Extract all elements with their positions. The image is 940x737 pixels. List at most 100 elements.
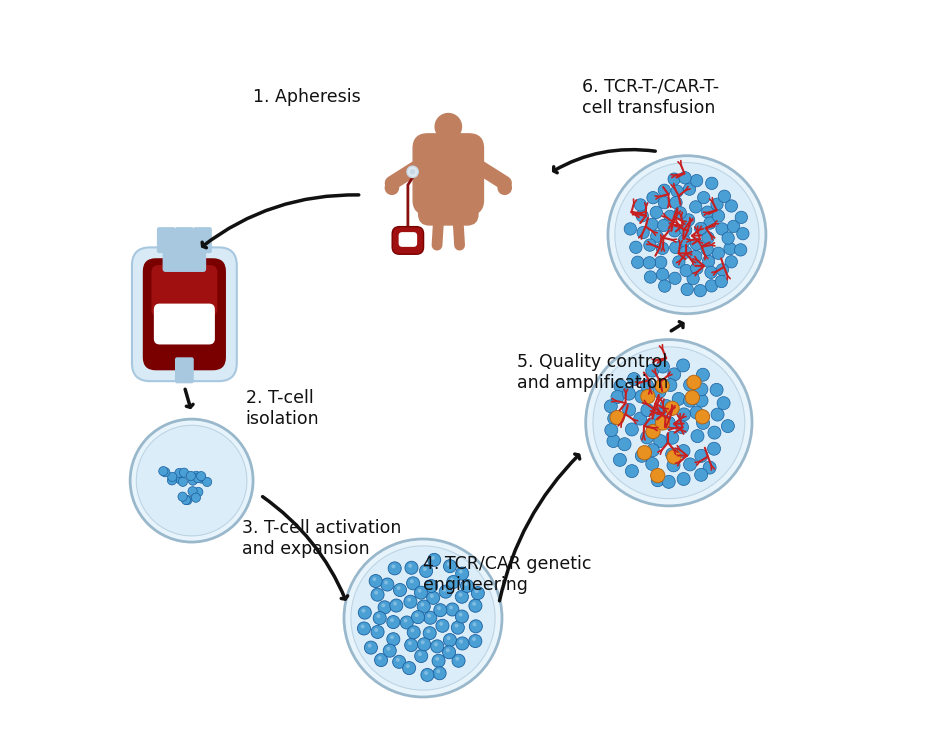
Circle shape xyxy=(386,632,400,646)
Circle shape xyxy=(667,368,681,381)
Circle shape xyxy=(455,590,468,604)
Circle shape xyxy=(196,474,206,483)
Text: 2. T-cell
isolation: 2. T-cell isolation xyxy=(246,389,320,427)
Circle shape xyxy=(641,389,655,404)
Circle shape xyxy=(419,565,432,577)
Circle shape xyxy=(167,472,177,481)
Circle shape xyxy=(646,458,659,470)
Circle shape xyxy=(449,606,453,609)
Circle shape xyxy=(407,577,419,590)
Circle shape xyxy=(697,192,710,204)
Circle shape xyxy=(404,595,417,608)
Circle shape xyxy=(734,244,746,256)
Circle shape xyxy=(637,446,651,460)
Circle shape xyxy=(410,169,415,175)
Circle shape xyxy=(439,622,443,626)
Circle shape xyxy=(431,640,444,653)
Circle shape xyxy=(676,421,688,434)
Circle shape xyxy=(637,226,650,239)
Circle shape xyxy=(407,626,420,639)
Circle shape xyxy=(361,624,365,629)
Circle shape xyxy=(668,225,681,237)
Circle shape xyxy=(130,419,253,542)
Circle shape xyxy=(373,612,386,624)
Circle shape xyxy=(668,272,681,284)
FancyBboxPatch shape xyxy=(175,227,194,254)
Circle shape xyxy=(396,658,400,662)
Circle shape xyxy=(430,594,434,598)
Circle shape xyxy=(640,379,653,392)
Circle shape xyxy=(181,495,191,505)
Circle shape xyxy=(178,492,187,501)
Circle shape xyxy=(498,181,511,195)
Circle shape xyxy=(644,271,657,283)
Circle shape xyxy=(646,364,659,377)
Circle shape xyxy=(427,629,431,633)
Circle shape xyxy=(636,209,649,222)
Circle shape xyxy=(644,239,656,251)
Circle shape xyxy=(175,469,184,478)
Circle shape xyxy=(715,276,728,287)
FancyBboxPatch shape xyxy=(132,248,237,381)
Circle shape xyxy=(472,602,476,606)
Circle shape xyxy=(415,649,428,663)
Circle shape xyxy=(180,468,189,478)
Circle shape xyxy=(683,183,696,195)
Circle shape xyxy=(680,246,692,258)
Circle shape xyxy=(703,461,716,474)
Circle shape xyxy=(431,556,435,560)
Circle shape xyxy=(695,468,708,481)
Circle shape xyxy=(400,616,414,629)
Circle shape xyxy=(418,652,422,656)
Circle shape xyxy=(459,570,462,573)
Circle shape xyxy=(436,619,449,632)
Circle shape xyxy=(604,424,618,436)
Circle shape xyxy=(716,223,728,235)
Circle shape xyxy=(671,185,683,198)
Circle shape xyxy=(393,655,406,668)
Circle shape xyxy=(374,591,378,595)
Circle shape xyxy=(390,635,394,639)
Circle shape xyxy=(652,408,666,421)
Circle shape xyxy=(735,212,747,223)
Circle shape xyxy=(175,475,184,483)
Circle shape xyxy=(655,379,669,393)
Circle shape xyxy=(737,228,749,240)
FancyBboxPatch shape xyxy=(399,232,417,247)
Circle shape xyxy=(388,562,401,575)
Circle shape xyxy=(664,379,677,391)
Circle shape xyxy=(701,206,713,218)
Circle shape xyxy=(394,584,406,596)
Circle shape xyxy=(371,626,384,638)
Circle shape xyxy=(663,416,675,430)
Circle shape xyxy=(386,615,400,629)
Circle shape xyxy=(666,448,679,461)
Circle shape xyxy=(670,196,682,209)
Circle shape xyxy=(444,559,457,573)
Circle shape xyxy=(662,475,675,489)
Circle shape xyxy=(455,657,460,661)
Circle shape xyxy=(408,641,412,645)
Circle shape xyxy=(461,579,474,593)
Circle shape xyxy=(695,394,708,407)
Circle shape xyxy=(685,391,699,405)
Circle shape xyxy=(368,643,371,648)
Circle shape xyxy=(677,472,690,486)
Circle shape xyxy=(382,604,385,607)
Circle shape xyxy=(614,453,626,467)
Circle shape xyxy=(694,284,707,297)
Circle shape xyxy=(695,383,708,396)
Circle shape xyxy=(374,628,378,632)
Circle shape xyxy=(472,638,476,641)
Circle shape xyxy=(344,539,502,697)
Circle shape xyxy=(421,640,425,644)
Circle shape xyxy=(357,622,370,635)
Circle shape xyxy=(716,264,728,276)
Circle shape xyxy=(625,423,638,436)
Circle shape xyxy=(710,383,723,397)
Circle shape xyxy=(643,256,655,269)
Circle shape xyxy=(646,418,659,431)
Circle shape xyxy=(634,390,648,403)
Circle shape xyxy=(658,197,670,209)
Circle shape xyxy=(650,230,663,242)
